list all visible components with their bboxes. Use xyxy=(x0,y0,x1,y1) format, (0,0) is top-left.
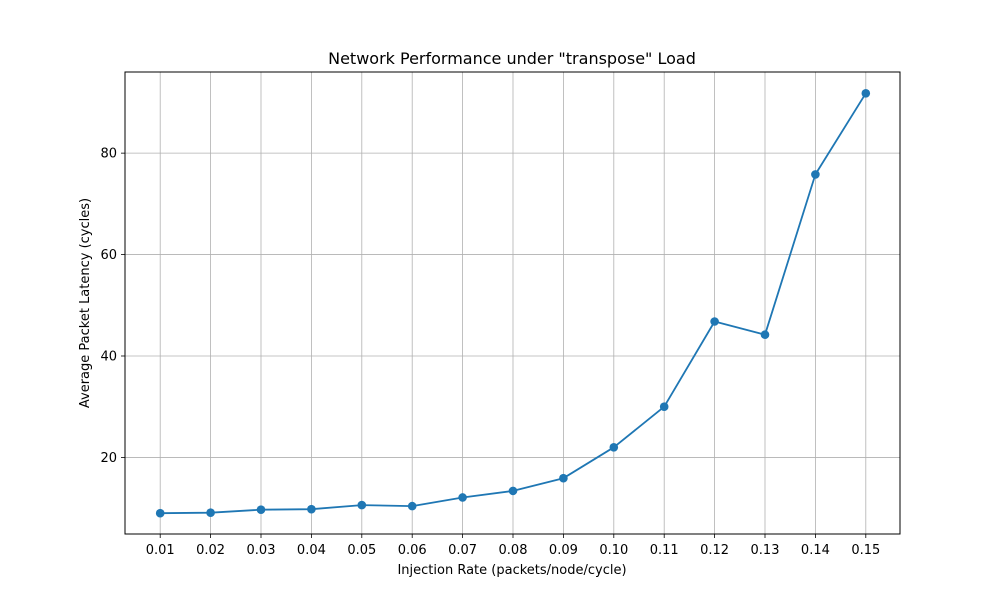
data-point xyxy=(609,442,619,452)
data-point xyxy=(407,501,417,511)
x-tick-label: 0.15 xyxy=(851,543,880,558)
data-point xyxy=(206,508,215,518)
x-tick-label: 0.06 xyxy=(398,543,427,558)
x-tick-label: 0.03 xyxy=(247,543,276,558)
x-axis-ticks: 0.01 0.02 0.03 0.04 0.05 0.06 0.07 0.08 0.09 0.10… xyxy=(146,534,880,558)
x-tick-label: 0.05 xyxy=(347,543,376,558)
y-axis-label: Average Packet Latency (cycles) xyxy=(78,198,93,408)
data-point xyxy=(659,402,669,412)
data-point xyxy=(760,330,770,339)
x-tick-label: 0.02 xyxy=(196,543,225,558)
data-point xyxy=(307,504,316,514)
x-tick-label: 0.08 xyxy=(499,543,528,558)
x-tick-label: 0.01 xyxy=(146,543,175,558)
data-point xyxy=(256,505,266,514)
x-tick-label: 0.11 xyxy=(650,543,679,558)
y-axis-ticks: 20 40 60 80 xyxy=(100,147,125,466)
chart-title: Network Performance under "transpose" Lo… xyxy=(328,49,696,68)
y-tick-label: 20 xyxy=(100,451,117,466)
x-tick-label: 0.10 xyxy=(599,543,628,558)
y-tick-label: 40 xyxy=(100,349,117,364)
x-tick-label: 0.13 xyxy=(751,543,780,558)
grid-lines xyxy=(125,72,900,534)
data-point xyxy=(861,88,871,98)
data-point xyxy=(508,486,518,496)
x-tick-label: 0.04 xyxy=(297,543,326,558)
x-tick-label: 0.12 xyxy=(700,543,729,558)
data-point xyxy=(710,317,719,326)
data-point xyxy=(357,500,367,510)
data-point xyxy=(559,473,568,483)
x-axis-label: Injection Rate (packets/node/cycle) xyxy=(397,563,626,578)
y-tick-label: 60 xyxy=(100,248,117,263)
data-point xyxy=(811,170,820,179)
plot-frame xyxy=(124,71,901,535)
data-point xyxy=(155,508,165,518)
x-tick-label: 0.09 xyxy=(549,543,578,558)
data-point xyxy=(458,493,467,502)
x-tick-label: 0.14 xyxy=(801,543,830,558)
y-tick-label: 80 xyxy=(100,147,117,162)
series-group xyxy=(155,88,871,518)
x-tick-label: 0.07 xyxy=(448,543,477,558)
